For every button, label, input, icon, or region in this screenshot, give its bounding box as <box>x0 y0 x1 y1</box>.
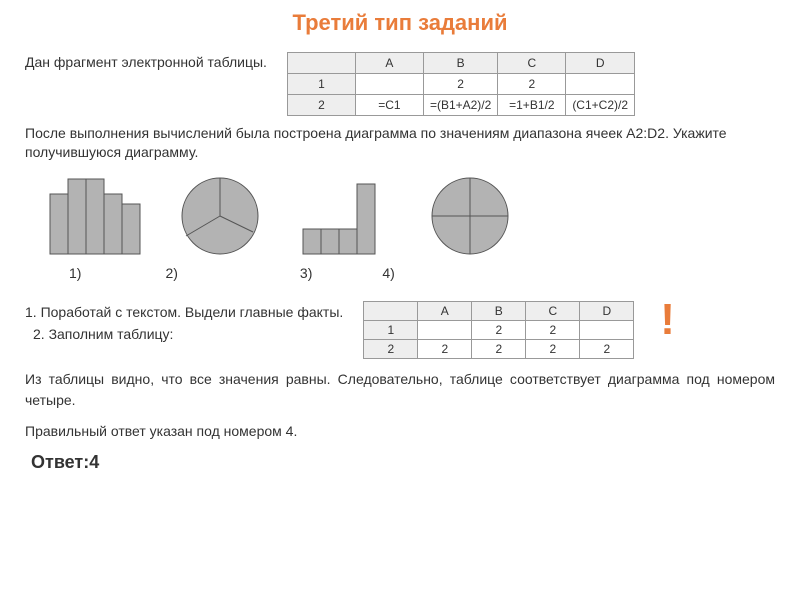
option-label: 4) <box>382 265 394 281</box>
option-label: 1) <box>69 265 81 281</box>
page-title: Третий тип заданий <box>25 10 775 36</box>
option-label: 3) <box>300 265 312 281</box>
cell <box>418 320 472 339</box>
corner-cell <box>364 301 418 320</box>
cell: (C1+C2)/2 <box>566 95 635 116</box>
cell: 2 <box>423 74 497 95</box>
table-row: 1 2 2 <box>364 320 634 339</box>
table-row: 2 2 2 2 2 <box>364 339 634 358</box>
cell: 2 <box>418 339 472 358</box>
col-header: C <box>498 53 566 74</box>
diagram-3 <box>295 174 395 259</box>
diagram-1 <box>45 174 145 259</box>
cell <box>580 320 634 339</box>
cell: 2 <box>498 74 566 95</box>
pie-chart-icon <box>425 174 515 259</box>
exclamation-icon: ! <box>660 295 675 345</box>
corner-cell <box>287 53 355 74</box>
diagram-2 <box>175 174 265 259</box>
bar-chart-icon <box>45 174 145 259</box>
cell: =(B1+A2)/2 <box>423 95 497 116</box>
conclusion-2: Правильный ответ указан под номером 4. <box>25 421 775 442</box>
cell: 2 <box>472 339 526 358</box>
steps-row: 1. Поработай с текстом. Выдели главные ф… <box>25 301 775 359</box>
row-header: 1 <box>287 74 355 95</box>
diagram-options <box>45 174 775 259</box>
option-label: 2) <box>165 265 177 281</box>
col-header: B <box>472 301 526 320</box>
task-paragraph: После выполнения вычислений была построе… <box>25 124 775 162</box>
row-header: 2 <box>287 95 355 116</box>
cell: 2 <box>472 320 526 339</box>
answer-text: Ответ:4 <box>31 452 775 473</box>
row-header: 2 <box>364 339 418 358</box>
col-header: D <box>580 301 634 320</box>
steps-text: 1. Поработай с текстом. Выдели главные ф… <box>25 301 343 346</box>
cell <box>566 74 635 95</box>
cell: 2 <box>526 320 580 339</box>
intro-text: Дан фрагмент электронной таблицы. <box>25 52 267 70</box>
col-header: A <box>418 301 472 320</box>
spreadsheet-table-1: A B C D 1 2 2 2 =C1 =(B1+A2)/2 =1+B1/2 (… <box>287 52 635 116</box>
cell: =C1 <box>355 95 423 116</box>
cell <box>355 74 423 95</box>
step-1: 1. Поработай с текстом. Выдели главные ф… <box>25 301 343 323</box>
cell: 2 <box>526 339 580 358</box>
col-header: B <box>423 53 497 74</box>
spreadsheet-table-2: A B C D 1 2 2 2 2 2 2 2 <box>363 301 634 359</box>
diagram-4 <box>425 174 515 259</box>
bar-chart-icon <box>295 174 395 259</box>
row-header: 1 <box>364 320 418 339</box>
cell: =1+B1/2 <box>498 95 566 116</box>
col-header: D <box>566 53 635 74</box>
cell: 2 <box>580 339 634 358</box>
col-header: A <box>355 53 423 74</box>
table-row: 2 =C1 =(B1+A2)/2 =1+B1/2 (C1+C2)/2 <box>287 95 634 116</box>
conclusion-1: Из таблицы видно, что все значения равны… <box>25 369 775 411</box>
intro-row: Дан фрагмент электронной таблицы. A B C … <box>25 52 775 116</box>
diagram-labels: 1) 2) 3) 4) <box>69 265 775 281</box>
table-row: 1 2 2 <box>287 74 634 95</box>
col-header: C <box>526 301 580 320</box>
pie-chart-icon <box>175 174 265 259</box>
step-2: 2. Заполним таблицу: <box>33 323 343 345</box>
